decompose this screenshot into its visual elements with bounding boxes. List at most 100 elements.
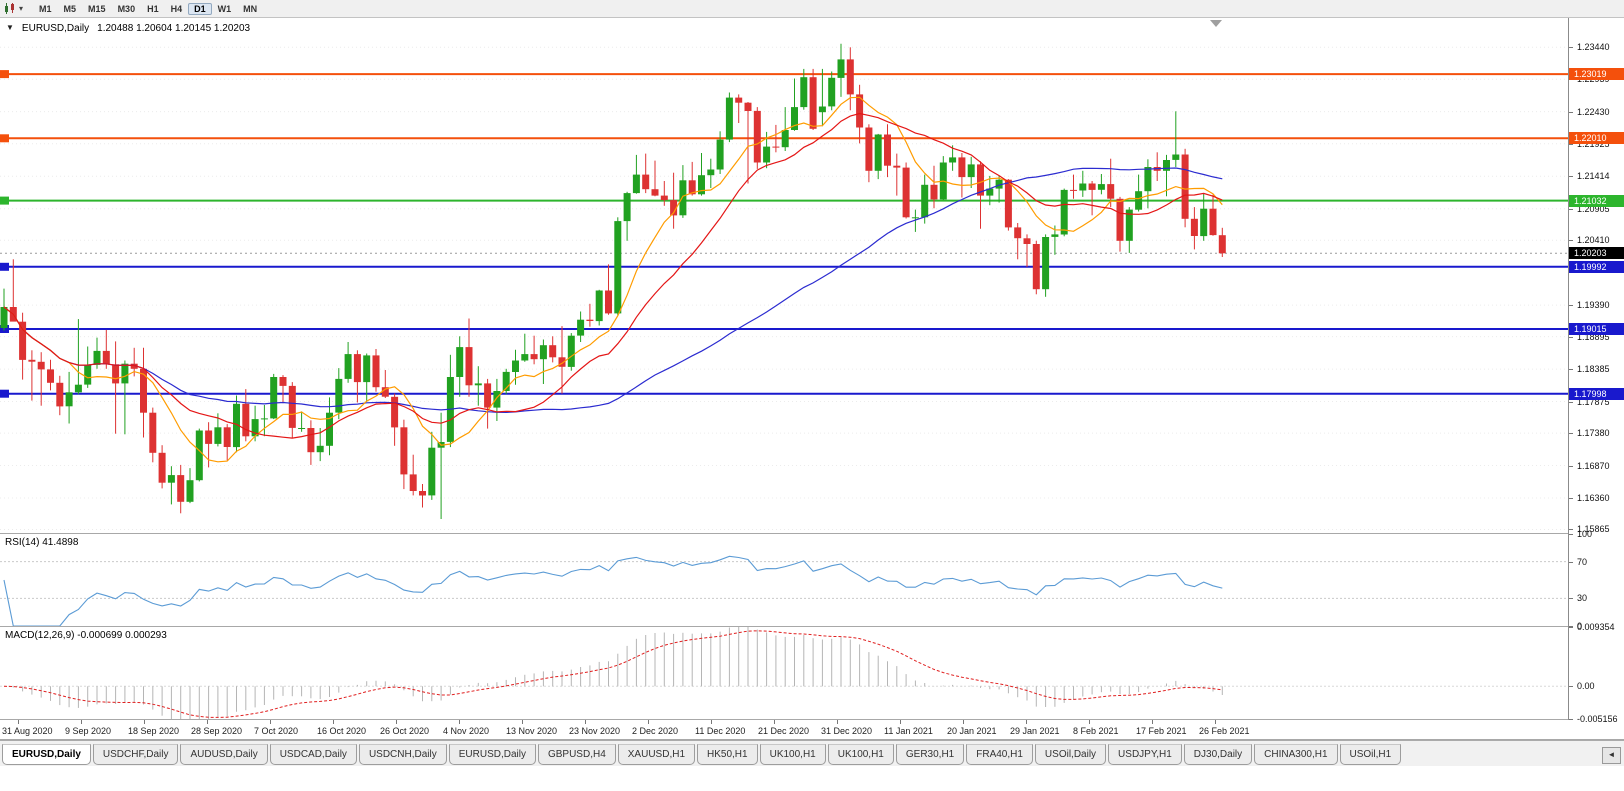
candle-body	[977, 164, 984, 196]
hline-anchor-1.23019[interactable]	[0, 70, 9, 79]
hline-anchor-1.19992[interactable]	[0, 262, 9, 271]
timeframe-button-mn[interactable]: MN	[243, 3, 258, 14]
chart-tab-eurusd-daily[interactable]: EURUSD,Daily	[2, 744, 91, 765]
hline-anchor-1.17998[interactable]	[0, 389, 9, 398]
macd-signal-line	[3, 630, 1223, 718]
timeframe-button-m30[interactable]: M30	[117, 3, 136, 14]
candle-body	[335, 378, 343, 413]
time-axis-tick	[396, 720, 397, 724]
hline-anchor-1.22010[interactable]	[0, 134, 9, 143]
candle-body	[353, 354, 361, 383]
candle-body	[958, 157, 966, 178]
moving-average-50-line	[3, 167, 1223, 414]
timeframe-button-m1[interactable]: M1	[39, 3, 52, 14]
candle-body	[149, 412, 157, 453]
chart-tab-china300-h1[interactable]: CHINA300,H1	[1254, 744, 1338, 765]
chart-title: ▼ EURUSD,Daily 1.20488 1.20604 1.20145 1…	[6, 23, 250, 34]
chart-tab-usdchf-daily[interactable]: USDCHF,Daily	[92, 744, 179, 765]
time-axis-label: 11 Jan 2021	[884, 726, 933, 736]
pane-separator	[0, 739, 1624, 740]
tab-scroll-left-button[interactable]: ◄	[1602, 747, 1621, 764]
chart-shift-marker[interactable]	[1210, 20, 1222, 27]
candle-body	[177, 475, 185, 502]
candle-body	[735, 97, 743, 103]
axis-tick	[1569, 240, 1573, 242]
timeframe-button-d1[interactable]: D1	[188, 2, 212, 15]
axis-label: 1.22430	[1577, 106, 1610, 117]
candle-body	[567, 335, 575, 367]
chart-type-menu-button[interactable]: ▾	[4, 3, 23, 14]
rsi-label: RSI(14) 41.4898	[5, 537, 79, 548]
timeframe-button-h1[interactable]: H1	[147, 3, 159, 14]
time-axis-label: 18 Sep 2020	[128, 726, 180, 736]
candle-body	[493, 391, 501, 408]
macd-indicator-pane[interactable]	[0, 627, 1568, 719]
candle-body	[558, 357, 566, 367]
axis-label: 0.009354	[1577, 622, 1615, 632]
candle-body	[521, 354, 529, 361]
chart-tab-usoil-daily[interactable]: USOil,Daily	[1034, 744, 1107, 765]
chart-tab-usdcnh-daily[interactable]: USDCNH,Daily	[358, 744, 447, 765]
candle-body	[707, 169, 715, 176]
main-price-chart[interactable]	[0, 18, 1568, 533]
candle-body	[614, 221, 622, 314]
candle-body	[642, 174, 650, 190]
axis-label: 1.18385	[1577, 364, 1610, 375]
timeframe-button-h4[interactable]: H4	[170, 3, 183, 14]
time-axis-label: 28 Sep 2020	[191, 726, 243, 736]
chart-tab-uk100-h1[interactable]: UK100,H1	[827, 744, 894, 765]
axis-tick	[1569, 369, 1573, 371]
time-axis-label: 2 Dec 2020	[632, 726, 679, 736]
candle-body	[921, 184, 929, 218]
chart-tab-fra40-h1[interactable]: FRA40,H1	[966, 744, 1033, 765]
one-click-trading-arrow[interactable]: ▼	[6, 23, 14, 32]
candle-body	[112, 364, 120, 384]
candle-body	[670, 200, 678, 216]
chart-tab-gbpusd-h4[interactable]: GBPUSD,H4	[537, 744, 616, 765]
candle-body	[1088, 183, 1096, 190]
rsi-indicator-pane[interactable]	[0, 534, 1568, 626]
axis-label: 70	[1577, 556, 1588, 567]
chart-tab-audusd-daily[interactable]: AUDUSD,Daily	[180, 744, 268, 765]
chart-tab-xauusd-h1[interactable]: XAUUSD,H1	[617, 744, 696, 765]
time-axis[interactable]: 31 Aug 2020 9 Sep 2020 18 Sep 2020 28 Sep 2…	[0, 720, 1568, 739]
chart-tab-usdcad-daily[interactable]: USDCAD,Daily	[269, 744, 357, 765]
chart-tab-eurusd-daily[interactable]: EURUSD,Daily	[448, 744, 536, 765]
candle-body	[391, 396, 399, 428]
candle-body	[1181, 154, 1189, 219]
pane-separator[interactable]	[0, 626, 1624, 627]
timeframe-button-m15[interactable]: M15	[88, 3, 106, 14]
price-axis[interactable]: 1.234401.229391.224301.219251.214141.209…	[1568, 18, 1624, 724]
candle-body	[400, 427, 408, 475]
hline-anchor-1.21032[interactable]	[0, 196, 9, 205]
axis-tick	[1569, 401, 1573, 403]
candle-body	[856, 94, 864, 128]
timeframe-button-m5[interactable]: M5	[63, 3, 77, 14]
chart-tab-usdjpy-h1[interactable]: USDJPY,H1	[1108, 744, 1182, 765]
candle-body	[65, 392, 73, 407]
chart-tab-dj30-daily[interactable]: DJ30,Daily	[1183, 744, 1253, 765]
candle-body	[512, 360, 519, 372]
axis-tick	[1569, 719, 1573, 720]
candle-body	[502, 371, 510, 391]
candle-body	[809, 77, 817, 129]
price-line-badge-1.21032: 1.21032	[1569, 194, 1624, 207]
moving-average-8-line	[3, 96, 1223, 463]
axis-label: 1.17380	[1577, 428, 1610, 439]
candle-body	[270, 377, 278, 419]
chart-tab-usoil-h1[interactable]: USOil,H1	[1339, 744, 1402, 765]
axis-tick	[1569, 627, 1573, 628]
timeframe-button-w1[interactable]: W1	[217, 3, 232, 14]
candle-body	[1070, 189, 1077, 191]
axis-tick	[1569, 176, 1573, 178]
pane-separator[interactable]	[0, 533, 1624, 534]
candle-body	[474, 383, 482, 386]
candle-body	[223, 427, 231, 447]
macd-label: MACD(12,26,9) -0.000699 0.000293	[5, 630, 167, 641]
axis-tick	[1569, 561, 1573, 563]
chart-tab-ger30-h1[interactable]: GER30,H1	[895, 744, 965, 765]
axis-tick	[1569, 529, 1573, 531]
candle-body	[1004, 179, 1012, 228]
chart-tab-uk100-h1[interactable]: UK100,H1	[759, 744, 826, 765]
chart-tab-hk50-h1[interactable]: HK50,H1	[697, 744, 758, 765]
